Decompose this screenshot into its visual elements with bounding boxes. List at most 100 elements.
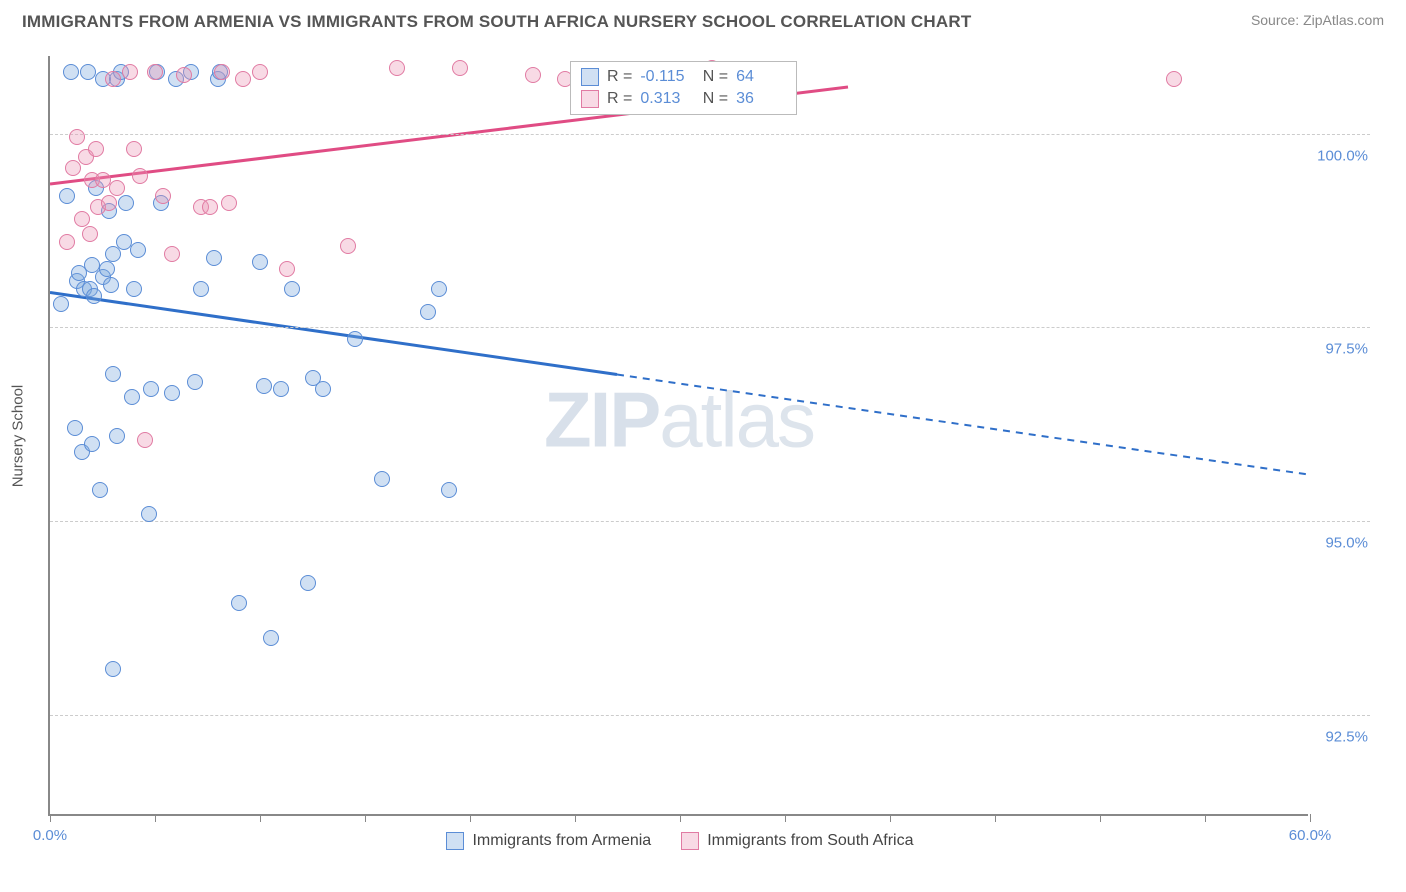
scatter-point — [99, 261, 115, 277]
scatter-point — [187, 374, 203, 390]
scatter-point — [420, 304, 436, 320]
scatter-point — [65, 160, 81, 176]
trend-line-solid — [50, 293, 617, 375]
y-tick-label: 100.0% — [1313, 147, 1368, 164]
y-tick-label: 95.0% — [1313, 535, 1368, 552]
x-tick — [1205, 814, 1206, 822]
correlation-legend-row: R = -0.115 N = 64 — [581, 66, 786, 88]
x-tick — [260, 814, 261, 822]
correlation-legend-row: R = 0.313 N = 36 — [581, 88, 786, 110]
y-tick-label: 92.5% — [1313, 729, 1368, 746]
x-tick — [575, 814, 576, 822]
scatter-point — [126, 141, 142, 157]
scatter-point — [155, 188, 171, 204]
scatter-point — [147, 64, 163, 80]
scatter-point — [273, 381, 289, 397]
legend-swatch — [581, 90, 599, 108]
scatter-point — [231, 595, 247, 611]
scatter-point — [105, 661, 121, 677]
legend-swatch — [446, 832, 464, 850]
scatter-point — [256, 378, 272, 394]
scatter-point — [1166, 71, 1182, 87]
scatter-point — [315, 381, 331, 397]
scatter-point — [214, 64, 230, 80]
x-tick — [1310, 814, 1311, 822]
gridline-h — [50, 327, 1370, 328]
scatter-point — [202, 199, 218, 215]
r-label: R = — [607, 68, 632, 86]
scatter-point — [59, 188, 75, 204]
scatter-point — [235, 71, 251, 87]
scatter-point — [452, 60, 468, 76]
scatter-point — [221, 195, 237, 211]
scatter-point — [109, 180, 125, 196]
scatter-point — [340, 238, 356, 254]
x-tick — [680, 814, 681, 822]
r-value: 0.313 — [640, 90, 690, 108]
series-name: Immigrants from Armenia — [472, 832, 651, 850]
plot-area: ZIPatlas 92.5%95.0%97.5%100.0%0.0%60.0%R… — [48, 56, 1308, 816]
scatter-point — [347, 331, 363, 347]
legend-swatch — [581, 68, 599, 86]
scatter-point — [116, 234, 132, 250]
scatter-point — [126, 281, 142, 297]
series-name: Immigrants from South Africa — [707, 832, 913, 850]
scatter-point — [130, 242, 146, 258]
chart-title: IMMIGRANTS FROM ARMENIA VS IMMIGRANTS FR… — [22, 12, 971, 32]
scatter-point — [193, 281, 209, 297]
scatter-point — [53, 296, 69, 312]
x-tick — [155, 814, 156, 822]
scatter-point — [206, 250, 222, 266]
n-value: 64 — [736, 68, 786, 86]
scatter-point — [82, 226, 98, 242]
legend-swatch — [681, 832, 699, 850]
gridline-h — [50, 134, 1370, 135]
watermark-text: ZIPatlas — [544, 374, 814, 465]
scatter-point — [105, 366, 121, 382]
scatter-point — [103, 277, 119, 293]
scatter-point — [300, 575, 316, 591]
scatter-point — [132, 168, 148, 184]
y-axis-label: Nursery School — [10, 385, 27, 488]
scatter-point — [101, 195, 117, 211]
n-value: 36 — [736, 90, 786, 108]
scatter-point — [164, 246, 180, 262]
scatter-point — [143, 381, 159, 397]
y-tick-label: 97.5% — [1313, 341, 1368, 358]
gridline-h — [50, 715, 1370, 716]
correlation-legend: R = -0.115 N = 64R = 0.313 N = 36 — [570, 61, 797, 115]
x-tick — [470, 814, 471, 822]
scatter-point — [88, 141, 104, 157]
scatter-point — [374, 471, 390, 487]
trend-lines-layer — [50, 56, 1310, 816]
x-tick — [365, 814, 366, 822]
scatter-point — [431, 281, 447, 297]
r-label: R = — [607, 90, 632, 108]
scatter-point — [92, 482, 108, 498]
scatter-point — [109, 428, 125, 444]
scatter-point — [86, 288, 102, 304]
scatter-point — [80, 64, 96, 80]
r-value: -0.115 — [640, 68, 690, 86]
series-legend-item: Immigrants from South Africa — [681, 832, 913, 850]
series-legend: Immigrants from Armenia Immigrants from S… — [50, 832, 1310, 850]
trend-line-dash — [617, 375, 1310, 475]
scatter-point — [176, 67, 192, 83]
scatter-point — [69, 129, 85, 145]
scatter-point — [525, 67, 541, 83]
scatter-point — [122, 64, 138, 80]
x-tick — [785, 814, 786, 822]
scatter-point — [389, 60, 405, 76]
x-tick — [890, 814, 891, 822]
scatter-point — [141, 506, 157, 522]
x-tick — [1100, 814, 1101, 822]
x-tick — [995, 814, 996, 822]
source-label: Source: ZipAtlas.com — [1251, 12, 1384, 28]
scatter-point — [441, 482, 457, 498]
scatter-point — [284, 281, 300, 297]
scatter-point — [118, 195, 134, 211]
scatter-point — [252, 64, 268, 80]
series-legend-item: Immigrants from Armenia — [446, 832, 651, 850]
chart-container: Nursery School ZIPatlas 92.5%95.0%97.5%1… — [48, 56, 1368, 816]
scatter-point — [279, 261, 295, 277]
